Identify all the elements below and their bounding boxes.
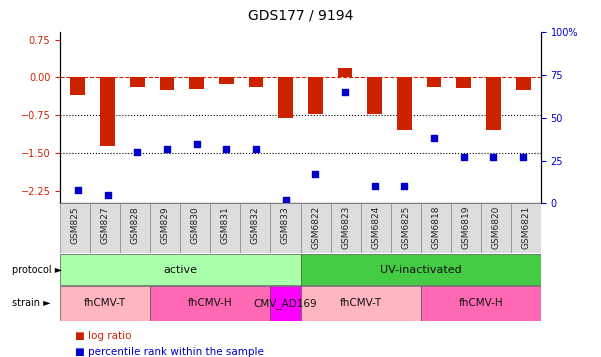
- FancyBboxPatch shape: [481, 203, 511, 253]
- FancyBboxPatch shape: [421, 203, 451, 253]
- FancyBboxPatch shape: [300, 286, 421, 321]
- Bar: [159, 77, 174, 90]
- FancyBboxPatch shape: [270, 203, 300, 253]
- Point: [340, 89, 350, 95]
- Bar: [516, 77, 531, 90]
- Text: fhCMV-T: fhCMV-T: [340, 298, 382, 308]
- FancyBboxPatch shape: [361, 203, 391, 253]
- Text: GSM828: GSM828: [131, 206, 139, 243]
- FancyBboxPatch shape: [391, 203, 421, 253]
- Bar: [308, 77, 323, 114]
- Text: GSM830: GSM830: [191, 206, 200, 244]
- Point: [311, 171, 320, 177]
- FancyBboxPatch shape: [180, 203, 210, 253]
- FancyBboxPatch shape: [451, 203, 481, 253]
- Text: ■ log ratio: ■ log ratio: [75, 331, 132, 341]
- FancyBboxPatch shape: [120, 203, 150, 253]
- Text: UV-inactivated: UV-inactivated: [380, 265, 462, 275]
- Text: CMV_AD169: CMV_AD169: [254, 298, 317, 309]
- Text: GSM832: GSM832: [251, 206, 260, 243]
- Text: active: active: [163, 265, 197, 275]
- Text: GSM6824: GSM6824: [371, 206, 380, 249]
- Text: GSM6825: GSM6825: [401, 206, 410, 249]
- Point: [192, 141, 201, 146]
- Point: [400, 183, 409, 189]
- Text: GSM6820: GSM6820: [492, 206, 500, 249]
- Point: [251, 146, 261, 151]
- Text: GSM6821: GSM6821: [522, 206, 530, 249]
- Text: protocol ►: protocol ►: [12, 265, 63, 275]
- FancyBboxPatch shape: [60, 286, 150, 321]
- Text: fhCMV-T: fhCMV-T: [84, 298, 126, 308]
- Bar: [249, 77, 263, 86]
- Text: GSM833: GSM833: [281, 206, 290, 244]
- Point: [429, 136, 439, 141]
- Text: ■ percentile rank within the sample: ■ percentile rank within the sample: [75, 347, 264, 357]
- FancyBboxPatch shape: [511, 203, 541, 253]
- Point: [281, 197, 290, 203]
- Point: [132, 149, 142, 155]
- Bar: [70, 77, 85, 95]
- Bar: [130, 77, 145, 86]
- Point: [370, 183, 379, 189]
- Text: GSM831: GSM831: [221, 206, 230, 244]
- FancyBboxPatch shape: [60, 203, 90, 253]
- Text: GSM6823: GSM6823: [341, 206, 350, 249]
- FancyBboxPatch shape: [300, 203, 331, 253]
- Text: GSM6819: GSM6819: [462, 206, 470, 250]
- FancyBboxPatch shape: [150, 286, 270, 321]
- Bar: [427, 77, 442, 86]
- Text: GSM6822: GSM6822: [311, 206, 320, 249]
- FancyBboxPatch shape: [150, 203, 180, 253]
- Bar: [456, 77, 471, 87]
- FancyBboxPatch shape: [421, 286, 541, 321]
- Bar: [219, 77, 234, 84]
- Point: [459, 154, 469, 160]
- Text: fhCMV-H: fhCMV-H: [188, 298, 233, 308]
- FancyBboxPatch shape: [90, 203, 120, 253]
- Text: GDS177 / 9194: GDS177 / 9194: [248, 9, 353, 23]
- FancyBboxPatch shape: [331, 203, 361, 253]
- Text: GSM6818: GSM6818: [432, 206, 440, 250]
- Point: [73, 187, 83, 193]
- FancyBboxPatch shape: [60, 254, 300, 285]
- FancyBboxPatch shape: [240, 203, 270, 253]
- Point: [162, 146, 172, 151]
- FancyBboxPatch shape: [210, 203, 240, 253]
- FancyBboxPatch shape: [300, 254, 541, 285]
- Bar: [100, 77, 115, 146]
- Bar: [338, 69, 352, 77]
- Bar: [486, 77, 501, 130]
- Bar: [278, 77, 293, 118]
- Point: [222, 146, 231, 151]
- Text: strain ►: strain ►: [12, 298, 50, 308]
- FancyBboxPatch shape: [270, 286, 300, 321]
- Point: [103, 192, 112, 198]
- Point: [518, 154, 528, 160]
- Text: GSM825: GSM825: [71, 206, 79, 243]
- Bar: [397, 77, 412, 130]
- Bar: [367, 77, 382, 114]
- Text: GSM827: GSM827: [101, 206, 109, 243]
- Point: [489, 154, 498, 160]
- Text: fhCMV-H: fhCMV-H: [459, 298, 503, 308]
- Text: GSM829: GSM829: [161, 206, 169, 243]
- Bar: [189, 77, 204, 89]
